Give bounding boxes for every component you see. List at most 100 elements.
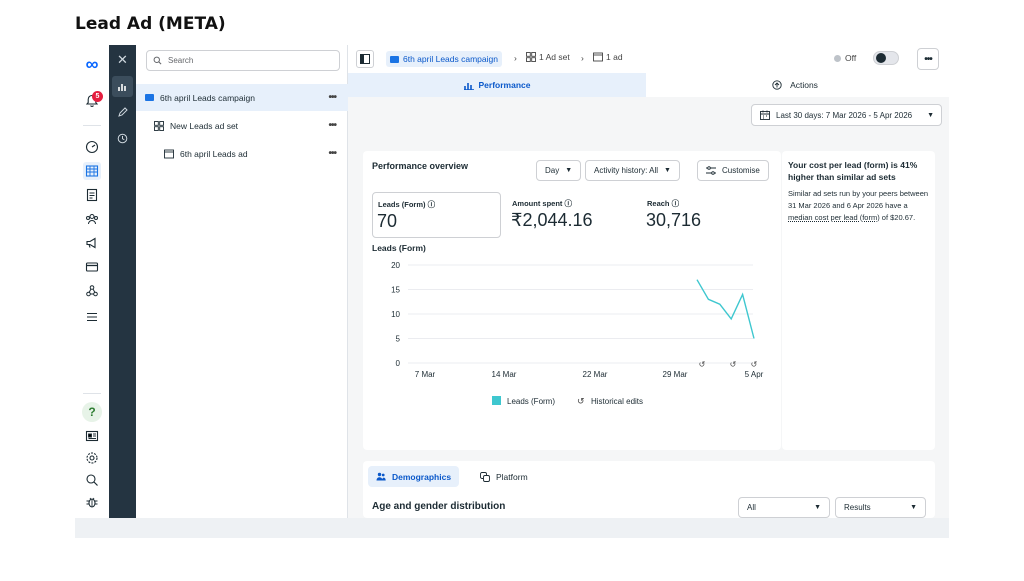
customise-button[interactable]: Customise: [697, 160, 769, 181]
filter-results-dropdown[interactable]: Results ▼: [835, 497, 926, 518]
filter-all-dropdown[interactable]: All ▼: [738, 497, 830, 518]
settings-gear-icon[interactable]: [83, 449, 101, 467]
dashboard-icon[interactable]: [83, 138, 101, 156]
historical-edits-icon: ↺: [577, 397, 585, 407]
adset-grid-icon: [154, 120, 164, 131]
breadcrumb-campaign-label: 6th april Leads campaign: [403, 54, 498, 64]
breadcrumb-chevron-icon: ›: [581, 53, 584, 63]
more-options-icon[interactable]: •••: [328, 92, 336, 103]
news-feed-icon[interactable]: [83, 427, 101, 445]
activity-history-label: Activity history: All: [594, 166, 659, 175]
campaign-folder-icon: [145, 94, 154, 101]
date-range-label: Last 30 days: 7 Mar 2026 - 5 Apr 2026: [776, 110, 913, 120]
tree-item-campaign[interactable]: 6th april Leads campaign •••: [136, 84, 348, 111]
campaigns-table-icon[interactable]: [83, 162, 101, 180]
chart-title: Leads (Form): [372, 243, 426, 253]
info-icon[interactable]: ⓘ: [427, 200, 436, 209]
tree-item-adset[interactable]: New Leads ad set •••: [136, 112, 348, 139]
audiences-icon[interactable]: [83, 210, 101, 228]
legend-edits-label: Historical edits: [591, 397, 643, 406]
main-panel: 6th april Leads campaign › 1 Ad set › 1 …: [348, 45, 949, 518]
date-range-picker[interactable]: Last 30 days: 7 Mar 2026 - 5 Apr 2026 ▼: [751, 104, 942, 126]
legend-series-label: Leads (Form): [507, 397, 555, 406]
breadcrumb-ad[interactable]: 1 ad: [593, 52, 623, 62]
menu-icon[interactable]: [83, 308, 101, 326]
x-tick-label: 29 Mar: [663, 370, 688, 379]
customise-label: Customise: [722, 166, 760, 175]
status-label: Off: [845, 53, 857, 63]
footer-strip: [75, 518, 949, 538]
tab-performance[interactable]: Performance: [348, 73, 646, 97]
help-icon[interactable]: ?: [82, 402, 102, 422]
granularity-dropdown[interactable]: Day ▼: [536, 160, 582, 181]
breadcrumb-adset[interactable]: 1 Ad set: [526, 52, 570, 62]
dropdown-caret-icon: ▼: [927, 111, 934, 119]
history-clock-icon[interactable]: [112, 128, 133, 149]
series-line-leads: [696, 279, 755, 339]
reports-icon[interactable]: [83, 186, 101, 204]
status-toggle[interactable]: [873, 51, 899, 65]
x-tick-label: 14 Mar: [492, 370, 517, 379]
metric-leads[interactable]: Leads (Form) ⓘ 70: [372, 192, 501, 238]
megaphone-icon[interactable]: [83, 234, 101, 252]
dropdown-caret-icon: ▼: [565, 167, 573, 174]
tab-demographics[interactable]: Demographics: [368, 466, 460, 487]
search-input[interactable]: Search: [146, 50, 340, 71]
campaign-tree: Search 6th april Leads campaign ••• New …: [136, 45, 348, 518]
insight-body: Similar ad sets run by your peers betwee…: [788, 188, 930, 224]
ads-manager-window: ∞ 5 ?: [75, 45, 949, 538]
toggle-knob: [876, 53, 886, 63]
y-tick-label: 15: [391, 286, 400, 295]
sliders-icon: [706, 166, 716, 175]
granularity-label: Day: [545, 166, 560, 175]
breakdown-card: Demographics Platform Age and gender dis…: [363, 461, 935, 518]
median-cost-link[interactable]: median cost per lead (form): [788, 213, 880, 222]
tab-demographics-label: Demographics: [392, 471, 452, 482]
panel-toggle-icon[interactable]: [356, 50, 374, 68]
adset-grid-icon: [526, 52, 536, 62]
historical-edit-marker-icon: ↺: [751, 360, 758, 369]
more-options-icon[interactable]: •••: [328, 148, 336, 159]
edit-pencil-icon[interactable]: [112, 102, 133, 123]
more-button[interactable]: •••: [917, 48, 939, 70]
breadcrumb-campaign[interactable]: 6th april Leads campaign: [386, 51, 502, 67]
more-options-icon[interactable]: •••: [328, 120, 336, 131]
tab-platform-label: Platform: [496, 471, 528, 482]
bug-report-icon[interactable]: [83, 493, 101, 511]
filter-results-label: Results: [844, 503, 871, 512]
close-icon[interactable]: ✕: [117, 51, 128, 67]
metric-value: ₹2,044.16: [511, 210, 593, 230]
breadcrumb-chevron-icon: ›: [514, 53, 517, 63]
events-manager-icon[interactable]: [83, 282, 101, 300]
y-tick-label: 0: [396, 359, 401, 368]
y-tick-label: 5: [396, 335, 401, 344]
metric-reach[interactable]: Reach ⓘ 30,716: [642, 192, 770, 238]
info-icon[interactable]: ⓘ: [671, 199, 680, 208]
left-rail: ∞ 5 ?: [75, 45, 109, 518]
card-title: Performance overview: [372, 161, 469, 171]
rail-divider: [83, 125, 101, 126]
y-tick-label: 10: [391, 310, 400, 319]
breadcrumb-adset-label: 1 Ad set: [539, 52, 570, 62]
meta-logo-icon[interactable]: ∞: [85, 53, 99, 74]
activity-history-dropdown[interactable]: Activity history: All ▼: [585, 160, 680, 181]
performance-chart-icon[interactable]: [112, 76, 133, 97]
tab-platform[interactable]: Platform: [474, 466, 534, 487]
info-icon[interactable]: ⓘ: [564, 199, 573, 208]
tab-actions[interactable]: Actions: [646, 73, 944, 97]
notification-badge: 5: [92, 91, 103, 102]
metric-amount-spent[interactable]: Amount spent ⓘ ₹2,044.16: [507, 192, 635, 238]
tree-item-label: 6th april Leads campaign: [160, 92, 255, 103]
insight-text: of $20.67.: [879, 213, 916, 222]
tree-item-ad[interactable]: 6th april Leads ad •••: [136, 140, 348, 167]
performance-overview-card: Performance overview Day ▼ Activity histo…: [363, 151, 781, 450]
dropdown-caret-icon: ▼: [814, 504, 821, 511]
search-icon[interactable]: [83, 471, 101, 489]
dropdown-caret-icon: ▼: [910, 504, 917, 511]
billing-card-icon[interactable]: [83, 258, 101, 276]
tab-performance-label: Performance: [478, 80, 531, 90]
search-field-icon: [153, 56, 162, 65]
bar-chart-icon: [463, 82, 474, 90]
legend-swatch: [492, 396, 501, 405]
